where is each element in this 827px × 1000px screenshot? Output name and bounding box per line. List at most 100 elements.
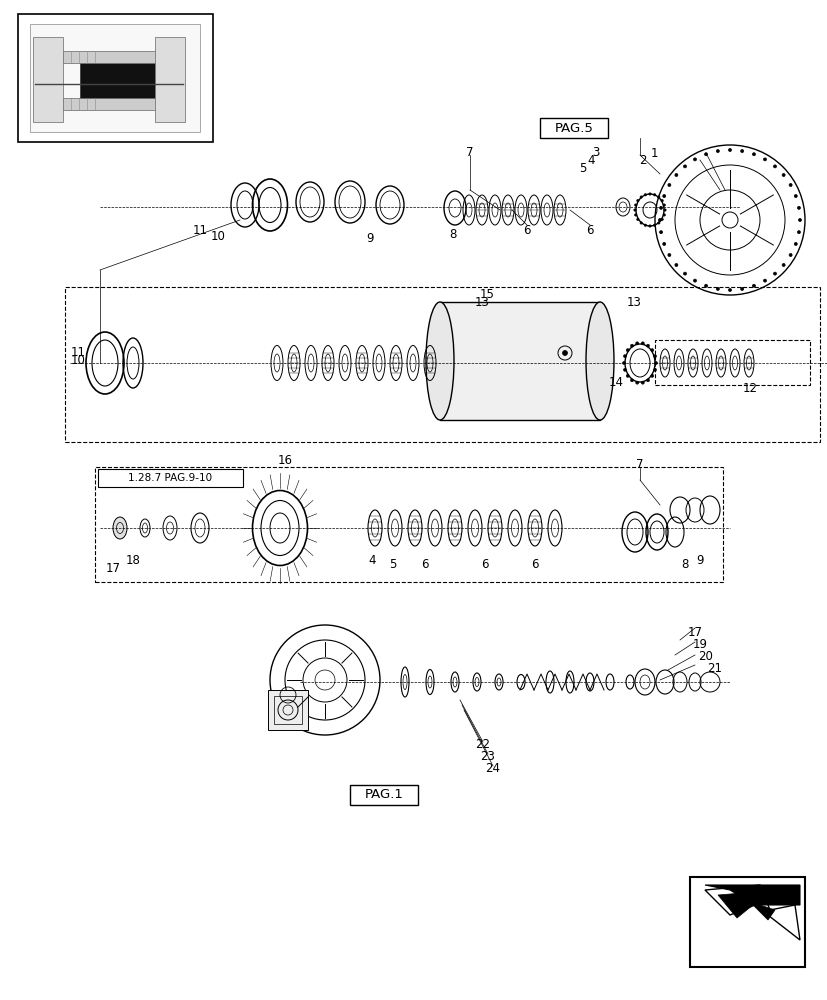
Circle shape	[633, 214, 636, 216]
Circle shape	[704, 153, 707, 156]
Circle shape	[728, 149, 730, 152]
Bar	[63, 51, 173, 63]
Circle shape	[667, 184, 670, 187]
Circle shape	[772, 165, 776, 168]
Circle shape	[667, 253, 670, 256]
Circle shape	[752, 153, 754, 156]
Text: 5: 5	[579, 162, 586, 175]
Circle shape	[662, 195, 665, 198]
Bar	[95, 467, 722, 582]
Circle shape	[782, 174, 784, 177]
Text: 8: 8	[449, 229, 457, 241]
Text: 3: 3	[591, 146, 599, 159]
Circle shape	[639, 222, 642, 224]
Circle shape	[662, 214, 665, 216]
Bar	[539, 118, 607, 138]
Text: 17: 17	[686, 626, 701, 638]
Circle shape	[693, 158, 696, 161]
Circle shape	[653, 368, 656, 371]
Circle shape	[660, 218, 662, 221]
Circle shape	[629, 344, 633, 347]
Bar	[18, 14, 213, 142]
Circle shape	[762, 279, 766, 282]
Text: 6: 6	[523, 224, 530, 237]
Circle shape	[646, 344, 648, 347]
Circle shape	[653, 355, 656, 358]
Polygon shape	[704, 885, 799, 940]
Bar	[689, 877, 804, 967]
Text: 9: 9	[696, 554, 703, 566]
Circle shape	[635, 381, 638, 384]
Circle shape	[796, 231, 800, 234]
Text: PAG.5: PAG.5	[554, 122, 593, 135]
Text: 9: 9	[366, 232, 373, 244]
Text: 4: 4	[586, 154, 594, 167]
Circle shape	[660, 199, 662, 202]
Circle shape	[704, 284, 707, 287]
Circle shape	[715, 287, 719, 290]
Circle shape	[740, 287, 743, 290]
Circle shape	[793, 242, 796, 245]
Bar	[98, 469, 242, 487]
Circle shape	[782, 263, 784, 266]
Text: 2: 2	[638, 154, 646, 167]
Text: 6: 6	[531, 558, 538, 572]
Bar	[274, 696, 302, 724]
Circle shape	[636, 218, 638, 221]
Text: 16: 16	[277, 454, 292, 466]
Circle shape	[622, 361, 624, 364]
Circle shape	[650, 349, 653, 352]
Bar	[65, 287, 819, 442]
Circle shape	[653, 361, 657, 364]
Bar	[80, 63, 155, 105]
Text: 12: 12	[742, 381, 757, 394]
Circle shape	[793, 195, 796, 198]
Circle shape	[657, 219, 661, 222]
Circle shape	[788, 184, 791, 187]
Bar	[30, 24, 200, 132]
Text: 6: 6	[421, 558, 428, 572]
Bar	[155, 37, 184, 122]
Circle shape	[663, 209, 666, 211]
Circle shape	[653, 194, 655, 196]
Circle shape	[797, 219, 801, 222]
Text: 11: 11	[70, 346, 85, 359]
Circle shape	[633, 209, 635, 211]
Circle shape	[674, 263, 677, 266]
Circle shape	[657, 222, 659, 224]
Circle shape	[752, 284, 754, 287]
Circle shape	[639, 196, 642, 198]
Circle shape	[762, 158, 766, 161]
Circle shape	[659, 231, 662, 234]
Text: 10: 10	[70, 354, 85, 366]
Circle shape	[646, 379, 648, 382]
Text: 14: 14	[608, 376, 623, 389]
Polygon shape	[704, 885, 799, 905]
Bar	[63, 98, 173, 110]
Text: 4: 4	[368, 554, 375, 566]
Circle shape	[648, 193, 650, 195]
Text: PAG.1: PAG.1	[364, 788, 403, 801]
Text: 15: 15	[479, 288, 494, 302]
Circle shape	[636, 199, 638, 202]
Circle shape	[693, 279, 696, 282]
Text: 10: 10	[210, 231, 225, 243]
Circle shape	[772, 272, 776, 275]
Circle shape	[623, 355, 626, 358]
Circle shape	[633, 204, 636, 206]
Text: 23: 23	[480, 750, 495, 764]
Circle shape	[635, 342, 638, 345]
Circle shape	[796, 206, 800, 209]
Ellipse shape	[425, 302, 453, 420]
Text: 8: 8	[681, 558, 688, 572]
Ellipse shape	[586, 302, 614, 420]
Text: 22: 22	[475, 738, 490, 752]
Bar	[439, 302, 600, 420]
Bar	[350, 785, 418, 805]
Circle shape	[650, 374, 653, 377]
Text: 1: 1	[649, 147, 657, 160]
Circle shape	[643, 224, 646, 226]
Text: 1.28.7 PAG.9-10: 1.28.7 PAG.9-10	[128, 473, 212, 483]
Circle shape	[625, 374, 629, 377]
Text: 19: 19	[691, 638, 706, 652]
